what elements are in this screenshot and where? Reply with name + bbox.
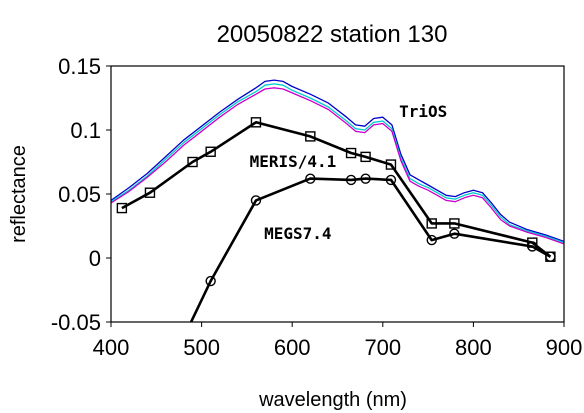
- trios-spectrum-1: [111, 79, 564, 243]
- square-marker: [205, 146, 216, 157]
- circle-marker: [250, 195, 262, 206]
- square-marker: [345, 147, 357, 159]
- square-marker: [527, 237, 538, 248]
- circle-marker: [360, 173, 371, 184]
- chart-title: 20050822 station 130: [217, 21, 448, 48]
- x-tick-label: 700: [364, 335, 401, 360]
- megs-circle-series: [189, 177, 552, 322]
- circle-marker: [345, 174, 357, 186]
- square-marker: [360, 151, 371, 163]
- x-axis-label: wavelength (nm): [258, 389, 407, 411]
- sensor-series: [121, 121, 552, 322]
- series-markers: [116, 117, 556, 287]
- y-tick-label: 0.1: [70, 118, 101, 143]
- x-tick-label: 600: [274, 335, 311, 360]
- x-tick-label: 900: [546, 335, 583, 360]
- x-tick-label: 400: [93, 335, 130, 360]
- meris-square-series: [121, 121, 552, 258]
- square-marker: [305, 131, 316, 142]
- square-marker: [144, 187, 156, 198]
- square-marker: [449, 218, 460, 229]
- x-tick-label: 800: [455, 335, 492, 360]
- circle-marker: [527, 241, 538, 252]
- annotation-label: TriOS: [399, 102, 447, 121]
- trios-spectrum-3: [111, 87, 564, 245]
- x-tick-label: 500: [183, 335, 220, 360]
- circle-marker: [385, 174, 397, 186]
- y-tick-label: 0.15: [58, 54, 101, 79]
- circle-marker: [545, 251, 556, 262]
- y-tick-label: 0: [89, 246, 101, 271]
- x-axis: 400 500 600 700 800 900: [93, 322, 583, 360]
- square-marker: [426, 218, 437, 229]
- trios-spectra: [111, 79, 564, 245]
- annotation-label: MEGS7.4: [264, 224, 331, 243]
- y-tick-label: 0.05: [58, 182, 101, 207]
- circle-marker: [205, 275, 216, 287]
- circle-marker: [426, 234, 437, 246]
- square-marker: [385, 159, 397, 170]
- annotation-label: MERIS/4.1: [250, 152, 337, 171]
- y-axis: -0.05 0 0.05 0.1 0.15: [51, 54, 111, 335]
- square-marker: [250, 117, 262, 128]
- square-marker: [116, 202, 128, 214]
- series-annotations: TriOS MERIS/4.1 MEGS7.4: [250, 102, 448, 243]
- trios-spectrum-2: [111, 83, 564, 244]
- circle-marker: [305, 173, 316, 184]
- plot-area-frame: [110, 65, 565, 323]
- y-tick-label: -0.05: [51, 310, 101, 335]
- square-marker: [187, 156, 198, 168]
- circle-marker: [449, 228, 460, 239]
- y-axis-label: reflectance: [8, 145, 30, 243]
